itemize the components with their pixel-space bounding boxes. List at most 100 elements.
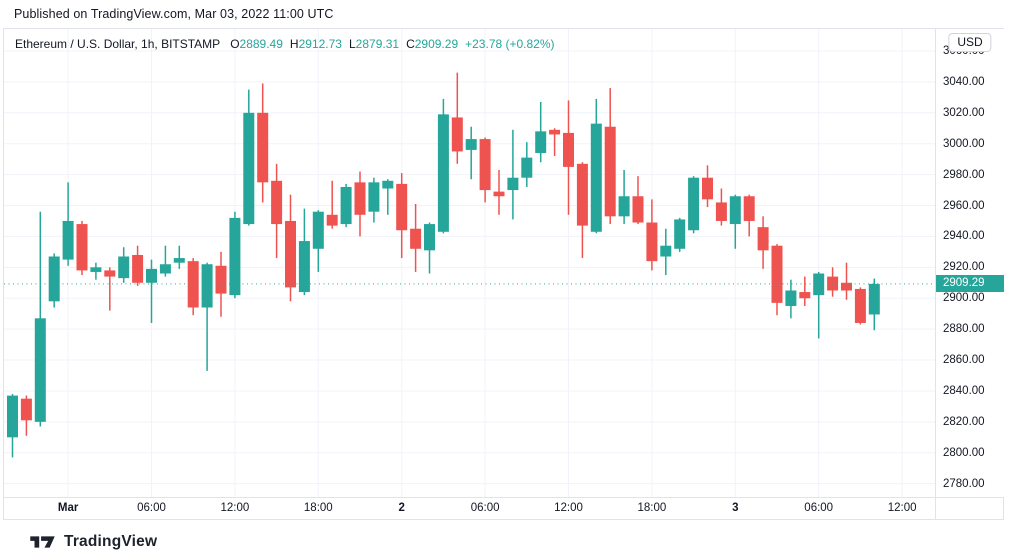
candle-wick <box>817 271 820 339</box>
candle-body[interactable] <box>159 264 171 274</box>
candle-body[interactable] <box>437 114 449 232</box>
candle-body[interactable] <box>702 177 713 200</box>
candle-body[interactable] <box>549 129 561 135</box>
price-tick-label: 2920.00 <box>943 261 985 274</box>
time-axis[interactable]: Mar 06:00 12:00 18:00 2 06:00 12:00 18:00 3 06:00… <box>4 497 1003 519</box>
candle-body[interactable] <box>451 117 463 152</box>
candle-body[interactable] <box>632 196 644 223</box>
candle-wick <box>178 245 181 269</box>
price-tick-label: 2800.00 <box>943 446 985 459</box>
candle-body[interactable] <box>799 292 811 299</box>
price-tick-label: 2860.00 <box>943 354 985 367</box>
candle-body[interactable] <box>660 245 672 257</box>
tradingview-wordmark: TradingView <box>64 533 158 550</box>
candle-body[interactable] <box>146 268 157 283</box>
price-tick-label: 2780.00 <box>943 477 985 490</box>
candle-body[interactable] <box>243 112 255 225</box>
candle-body[interactable] <box>715 202 727 221</box>
candle-body[interactable] <box>173 258 185 263</box>
candle-body[interactable] <box>118 256 130 279</box>
time-tick-label: 12:00 <box>554 502 583 514</box>
candle-wick <box>512 129 514 220</box>
candle-body[interactable] <box>785 290 797 306</box>
candlestick-chart[interactable] <box>4 29 935 497</box>
candle-body[interactable] <box>604 126 616 217</box>
candle-body[interactable] <box>854 288 866 323</box>
candle-body[interactable] <box>410 228 422 249</box>
candle-body[interactable] <box>326 214 338 226</box>
time-tick-label: Mar <box>57 502 79 514</box>
price-tick-label: 2900.00 <box>943 292 985 305</box>
candle-body[interactable] <box>646 222 658 262</box>
candle-body[interactable] <box>563 132 574 167</box>
candle-body[interactable] <box>229 217 241 296</box>
candle-body[interactable] <box>507 177 519 191</box>
candle-body[interactable] <box>590 123 602 232</box>
price-tick-label: 2980.00 <box>943 168 985 181</box>
candle-body[interactable] <box>424 224 435 251</box>
candle-body[interactable] <box>535 131 547 153</box>
candle-wick <box>331 180 333 229</box>
candle-body[interactable] <box>674 219 686 249</box>
candle-body[interactable] <box>396 183 408 231</box>
candle-body[interactable] <box>868 283 880 315</box>
symbol-title: Ethereum / U.S. Dollar, 1h, BITSTAMP <box>15 37 221 51</box>
candle-body[interactable] <box>729 196 741 225</box>
published-caption: Published on TradingView.com, Mar 03, 20… <box>14 7 334 21</box>
time-tick-label: 18:00 <box>637 502 667 514</box>
plot-area: Ethereum / U.S. Dollar, 1h, BITSTAMP O28… <box>4 29 935 497</box>
candle-body[interactable] <box>215 265 227 294</box>
candle-body[interactable] <box>62 220 74 260</box>
candle-body[interactable] <box>312 211 324 249</box>
last-price-badge: 2909.29 <box>936 275 1004 293</box>
candle-body[interactable] <box>493 191 505 197</box>
candle-body[interactable] <box>743 196 755 221</box>
candle-body[interactable] <box>841 282 852 291</box>
candle-body[interactable] <box>48 256 60 302</box>
candle-wick <box>109 267 111 311</box>
candle-body[interactable] <box>368 182 380 212</box>
candle-body[interactable] <box>688 177 700 231</box>
candle-body[interactable] <box>104 270 116 277</box>
time-tick-label: 12:00 <box>220 502 250 514</box>
axis-corner-divider <box>935 498 936 519</box>
chart-widget: Ethereum / U.S. Dollar, 1h, BITSTAMP O28… <box>3 28 1004 520</box>
candle-body[interactable] <box>7 395 18 438</box>
candle-body[interactable] <box>771 245 783 303</box>
candle-body[interactable] <box>34 318 46 422</box>
candle-body[interactable] <box>90 267 102 272</box>
time-tick-label: 18:00 <box>303 502 333 514</box>
candle-body[interactable] <box>201 264 213 308</box>
candle-body[interactable] <box>298 241 310 293</box>
candle-body[interactable] <box>271 180 283 225</box>
price-tick-label: 2940.00 <box>943 230 985 243</box>
candle-wick <box>804 276 806 306</box>
legend-change: +23.78 (+0.82%) <box>465 37 555 51</box>
candle-body[interactable] <box>132 254 144 283</box>
candle-body[interactable] <box>285 220 296 288</box>
candle-body[interactable] <box>618 196 630 217</box>
time-tick-label: 2 <box>398 502 405 514</box>
candle-body[interactable] <box>479 139 491 191</box>
candle-wick <box>164 245 167 277</box>
candle-body[interactable] <box>76 224 88 271</box>
price-tick-label: 2880.00 <box>943 323 985 336</box>
candle-body[interactable] <box>521 157 533 178</box>
price-tick-label: 3040.00 <box>943 75 985 88</box>
candle-body[interactable] <box>354 182 366 215</box>
time-tick-label: 06:00 <box>804 502 834 514</box>
price-axis[interactable]: USD 2909.29 3060.003040.003020.003000.00… <box>935 29 1004 497</box>
candle-body[interactable] <box>465 139 477 150</box>
candle-wick <box>845 262 848 300</box>
candle-body[interactable] <box>340 186 352 225</box>
candle-body[interactable] <box>382 180 394 189</box>
candle-wick <box>150 259 153 323</box>
time-tick-label: 06:00 <box>470 502 500 514</box>
legend-open: O2889.49 <box>230 37 283 51</box>
candle-body[interactable] <box>257 112 269 183</box>
candle-body[interactable] <box>20 398 32 421</box>
candle-body[interactable] <box>757 227 769 251</box>
time-tick-label: 12:00 <box>887 502 917 514</box>
price-tick-label: 2840.00 <box>943 384 985 397</box>
candle-body[interactable] <box>576 163 588 226</box>
